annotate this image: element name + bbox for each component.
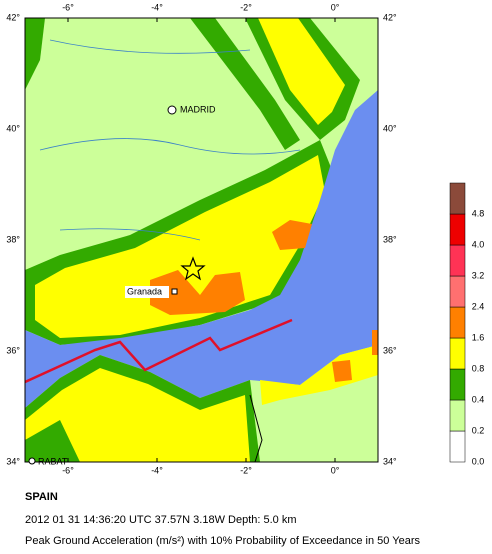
legend-label: 4.8	[472, 208, 485, 218]
legend-swatch	[449, 213, 466, 246]
hazard-zone	[260, 345, 378, 405]
legend-swatch	[449, 244, 466, 277]
title: SPAIN	[25, 491, 58, 503]
lon-label: -2°	[240, 2, 252, 12]
lat-label: 34°	[6, 456, 20, 466]
plate-boundary	[25, 318, 293, 384]
legend-label: 1.6	[472, 332, 485, 342]
map-area	[25, 18, 378, 462]
legend-label: 0.8	[472, 363, 485, 373]
legend-swatch	[449, 275, 466, 308]
lon-label: -4°	[151, 2, 163, 12]
lat-label: 38°	[383, 234, 397, 244]
lat-label: 42°	[6, 12, 20, 22]
city-label: RABAT	[38, 456, 68, 466]
legend-label: 0.0	[472, 456, 485, 466]
border	[249, 394, 263, 462]
hazard-zone	[332, 360, 352, 382]
city-label: Granada	[127, 286, 162, 296]
legend-swatch	[449, 306, 466, 339]
legend-swatch	[449, 368, 466, 401]
hazard-zone	[272, 220, 312, 250]
hazard-zone	[190, 18, 300, 150]
city-label: MADRID	[180, 104, 216, 114]
hazard-zone	[25, 18, 45, 90]
hazard-zone	[150, 270, 245, 315]
legend-swatch	[449, 337, 466, 370]
lat-label: 40°	[6, 123, 20, 133]
lon-label: -6°	[62, 465, 74, 475]
legend-label: 0.2	[472, 425, 485, 435]
river	[39, 39, 301, 241]
lat-label: 34°	[383, 456, 397, 466]
legend-label: 4.0	[472, 239, 485, 249]
map-frame	[24, 17, 379, 463]
lon-label: -4°	[151, 465, 163, 475]
description: Peak Ground Acceleration (m/s²) with 10%…	[25, 535, 420, 547]
lat-label: 42°	[383, 12, 397, 22]
lon-label: 0°	[331, 465, 340, 475]
legend-label: 2.4	[472, 301, 485, 311]
sea	[25, 90, 378, 408]
hazard-zone	[258, 18, 345, 125]
legend-swatch	[449, 182, 466, 215]
lat-label: 38°	[6, 234, 20, 244]
hazard-zone	[372, 330, 378, 355]
lon-label: 0°	[331, 2, 340, 12]
city-marker	[171, 288, 178, 295]
event-info: 2012 01 31 14:36:20 UTC 37.57N 3.18W Dep…	[25, 514, 297, 526]
city-marker	[28, 457, 36, 465]
legend-label: 0.4	[472, 394, 485, 404]
label-background	[125, 286, 169, 298]
legend: 0.0 0.2 0.4 0.8 1.6 2.4 3.2 4.0 4.8	[449, 182, 485, 466]
hazard-zone	[35, 155, 325, 338]
lon-label: -2°	[240, 465, 252, 475]
city-marker	[167, 105, 177, 115]
legend-swatch	[449, 430, 466, 463]
lat-label: 36°	[6, 345, 20, 355]
lon-label: -6°	[62, 2, 74, 12]
epicenter	[180, 256, 206, 281]
lat-label: 40°	[383, 123, 397, 133]
legend-swatch	[449, 399, 466, 432]
hazard-zone	[25, 368, 250, 462]
legend-label: 3.2	[472, 270, 485, 280]
lat-label: 36°	[383, 345, 397, 355]
